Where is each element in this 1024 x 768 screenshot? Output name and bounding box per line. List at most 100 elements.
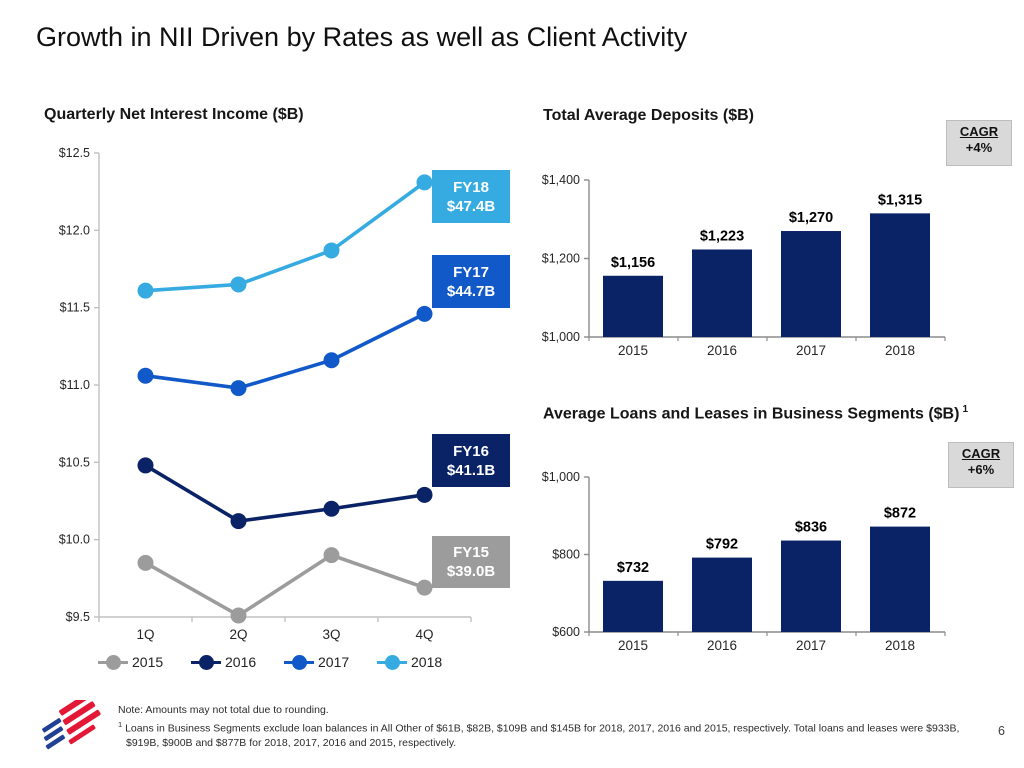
legend-label: 2015 bbox=[132, 654, 164, 670]
annotation-box-FY17: FY17 $44.7B bbox=[432, 255, 510, 308]
annotation-box-FY16: FY16 $41.1B bbox=[432, 434, 510, 487]
annotation-fy-label: FY15 bbox=[453, 544, 489, 561]
legend-marker-icon bbox=[284, 654, 314, 670]
bar-value-label: $1,315 bbox=[878, 192, 922, 208]
series-line-2018 bbox=[145, 180, 426, 293]
legend-marker-icon bbox=[191, 654, 221, 670]
annotation-fy-value: $39.0B bbox=[446, 563, 496, 580]
data-point-2016 bbox=[230, 513, 247, 530]
x-category-label: 2018 bbox=[885, 638, 915, 653]
annotation-fy-label: FY16 bbox=[453, 442, 489, 460]
bar-2017 bbox=[781, 540, 841, 632]
footnote-line-1: Note: Amounts may not total due to round… bbox=[118, 704, 329, 716]
legend-label: 2016 bbox=[225, 654, 257, 670]
bar-2018 bbox=[870, 213, 930, 337]
bar-value-label: $1,223 bbox=[700, 228, 744, 244]
bar-2016 bbox=[692, 557, 752, 632]
series-line-2015 bbox=[144, 553, 426, 618]
bar-value-label: $792 bbox=[706, 537, 738, 553]
data-point-2017 bbox=[416, 305, 433, 322]
annotation-fy-value: $41.1B bbox=[446, 461, 496, 479]
y-tick-label: $1,400 bbox=[542, 173, 580, 187]
x-category-label: 2015 bbox=[618, 638, 648, 653]
cagr-label: CAGR bbox=[961, 446, 1001, 461]
y-tick-label: $9.5 bbox=[66, 610, 90, 624]
bar-2017 bbox=[781, 231, 841, 337]
y-tick-label: $12.0 bbox=[59, 223, 90, 237]
annotation-box-FY18: FY18 $47.4B bbox=[432, 170, 510, 223]
y-tick-label: $11.0 bbox=[60, 378, 90, 392]
bar-value-label: $872 bbox=[884, 506, 916, 522]
x-category-label: 2017 bbox=[796, 343, 826, 358]
y-tick-label: $1,000 bbox=[542, 330, 580, 344]
data-point-2015 bbox=[416, 579, 433, 596]
bar-value-label: $1,156 bbox=[611, 255, 655, 271]
annotation-fy-value: $47.4B bbox=[446, 197, 496, 215]
loans-chart-title-text: Average Loans and Leases in Business Seg… bbox=[543, 405, 960, 423]
x-category-label: 1Q bbox=[136, 627, 154, 642]
y-tick-label: $10.0 bbox=[59, 533, 90, 547]
cagr-value: +6% bbox=[967, 462, 995, 477]
footnotes: Note: Amounts may not total due to round… bbox=[118, 703, 998, 750]
data-point-2017 bbox=[230, 380, 247, 397]
legend-item-2017: 2017 bbox=[284, 654, 377, 670]
legend-marker-icon bbox=[377, 654, 407, 670]
legend-dot-icon bbox=[385, 654, 400, 670]
deposits-bar-chart: $1,400 $1,200 $1,000 $1,156 2015 $1,223 2016 $1… bbox=[542, 173, 946, 358]
bar-2018 bbox=[870, 526, 930, 632]
annotation-fy-label: FY17 bbox=[453, 263, 489, 281]
data-point-2015 bbox=[137, 554, 154, 571]
annotation-fy-label: FY18 bbox=[453, 178, 489, 196]
legend-item-2018: 2018 bbox=[377, 654, 470, 670]
loans-chart-title: Average Loans and Leases in Business Seg… bbox=[543, 404, 968, 423]
data-point-2016 bbox=[416, 486, 433, 503]
x-category-label: 4Q bbox=[415, 627, 433, 642]
annotation-fy-value: $44.7B bbox=[446, 282, 496, 300]
x-category-label: 2015 bbox=[618, 343, 648, 358]
y-tick-label: $1,200 bbox=[542, 252, 580, 266]
data-point-2018 bbox=[416, 174, 433, 191]
bar-value-label: $1,270 bbox=[789, 210, 833, 226]
legend-item-2015: 2015 bbox=[98, 654, 191, 670]
slide-title: Growth in NII Driven by Rates as well as… bbox=[36, 22, 688, 52]
legend-label: 2017 bbox=[318, 654, 350, 670]
data-point-2015 bbox=[323, 547, 340, 564]
y-tick-label: $11.5 bbox=[60, 301, 90, 315]
data-point-2016 bbox=[323, 500, 340, 517]
bar-value-label: $732 bbox=[617, 560, 649, 576]
footnote-superscript: 1 bbox=[118, 719, 123, 729]
data-point-2017 bbox=[137, 367, 154, 384]
bar-2015 bbox=[603, 580, 663, 632]
data-point-2018 bbox=[230, 276, 247, 293]
data-point-2016 bbox=[137, 457, 154, 474]
series-line-2016 bbox=[144, 463, 425, 523]
y-tick-label: $600 bbox=[552, 625, 580, 639]
x-category-label: 2016 bbox=[707, 638, 737, 653]
footnote-ref-superscript: 1 bbox=[962, 404, 968, 415]
loans-bar-chart: $1,000 $800 $600 $732 2015 $792 2016 $836 2017 $8… bbox=[542, 470, 946, 653]
footnote-line-2: 1 Loans in Business Segments exclude loa… bbox=[118, 718, 998, 736]
legend-item-2016: 2016 bbox=[191, 654, 284, 670]
legend-label: 2018 bbox=[411, 654, 443, 670]
cagr-value: +4% bbox=[965, 140, 993, 155]
y-tick-label: $1,000 bbox=[542, 470, 580, 484]
data-point-2015 bbox=[230, 607, 247, 624]
legend-dot-icon bbox=[292, 654, 307, 670]
x-category-label: 3Q bbox=[322, 627, 340, 642]
y-tick-label: $10.5 bbox=[59, 455, 90, 469]
x-category-label: 2018 bbox=[885, 343, 915, 358]
deposits-chart-title: Total Average Deposits ($B) bbox=[543, 107, 755, 124]
y-tick-label: $12.5 bbox=[59, 146, 90, 160]
annotation-box-FY15: FY15 $39.0B bbox=[432, 536, 510, 588]
nii-legend: 2015 2016 2017 2018 bbox=[98, 654, 470, 670]
cagr-label: CAGR bbox=[959, 124, 999, 139]
x-category-label: 2Q bbox=[229, 627, 247, 642]
page-number: 6 bbox=[998, 724, 1005, 738]
bar-2016 bbox=[692, 249, 752, 337]
bar-2015 bbox=[603, 275, 663, 337]
x-category-label: 2017 bbox=[796, 638, 826, 653]
footnote-line-2-text: Loans in Business Segments exclude loan … bbox=[125, 722, 960, 735]
nii-line-chart: $12.5 $12.0 $11.5 $11.0 $10.5 $10.0 $9.5 1Q 2Q 3Q… bbox=[59, 146, 472, 642]
data-point-2017 bbox=[323, 352, 340, 369]
